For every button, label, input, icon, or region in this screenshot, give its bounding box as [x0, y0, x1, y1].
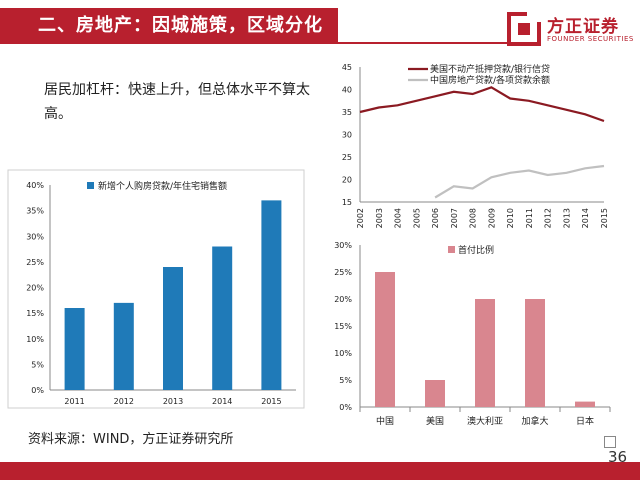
logo-text-en: FOUNDER SECURITIES — [547, 35, 634, 43]
header: 二、房地产：因城施策，区域分化 方正证券 FOUNDER SECURITIES — [0, 0, 640, 46]
y-tick-label: 20 — [342, 176, 352, 185]
bar — [64, 308, 85, 390]
y-tick-label: 5% — [339, 376, 352, 385]
bar — [261, 200, 282, 390]
company-logo: 方正证券 FOUNDER SECURITIES — [505, 10, 635, 50]
x-tick-label: 2015 — [600, 208, 609, 228]
y-tick-label: 20% — [334, 295, 352, 304]
x-tick-label: 日本 — [576, 415, 594, 427]
y-tick-label: 25 — [342, 153, 352, 162]
x-tick-label: 2006 — [431, 208, 440, 228]
bar — [525, 299, 545, 407]
page-title: 二、房地产：因城施策，区域分化 — [38, 15, 323, 36]
x-tick-label: 2005 — [412, 208, 421, 228]
y-tick-label: 45 — [342, 63, 352, 72]
logo-text-cn: 方正证券 — [547, 17, 619, 37]
chart-housing-loan-ratio: 0% 5% 10% 15% 20% 25% 30% 35% 40% 2011 2012 2013 201… — [7, 169, 305, 409]
bar — [163, 267, 183, 390]
logo-mark-icon — [507, 12, 541, 46]
x-tick-label: 2012 — [114, 397, 134, 406]
series-line — [434, 164, 605, 199]
legend-label: 首付比例 — [458, 244, 494, 256]
y-tick-label: 5% — [31, 360, 44, 369]
bar — [113, 302, 134, 390]
y-tick-label: 25% — [334, 268, 352, 277]
bar — [425, 380, 445, 407]
x-tick-label: 2012 — [544, 208, 553, 228]
y-tick-label: 35 — [342, 108, 352, 117]
y-tick-label: 15% — [26, 309, 44, 318]
title-underline — [338, 42, 508, 44]
bar — [375, 272, 395, 407]
x-tick-label: 2008 — [469, 208, 478, 228]
x-tick-label: 2003 — [375, 208, 384, 228]
x-tick-label: 2004 — [394, 208, 403, 228]
y-tick-label: 30% — [26, 232, 44, 241]
y-tick-label: 15 — [342, 198, 352, 207]
y-tick-label: 10% — [334, 349, 352, 358]
x-tick-label: 2014 — [581, 208, 590, 228]
share-icon[interactable] — [604, 436, 616, 448]
x-tick-label: 澳大利亚 — [467, 415, 503, 427]
source-note: 资料来源：WIND，方正证券研究所 — [28, 432, 234, 447]
bar — [475, 299, 495, 407]
y-tick-label: 30% — [334, 241, 352, 250]
legend-label: 美国不动产抵押贷款/银行信贷 — [430, 63, 550, 75]
chart-mortgage-share: 15 20 25 30 35 40 45 2002 2003 2004 2005 2006 2007 20… — [342, 63, 609, 228]
x-tick-label: 2013 — [163, 397, 183, 406]
x-tick-label: 2013 — [562, 208, 571, 228]
chart-frame — [7, 169, 305, 409]
y-tick-label: 20% — [26, 284, 44, 293]
series-line — [359, 86, 605, 123]
chart-down-payment: 0% 5% 10% 15% 20% 25% 30% 中国 美国 澳大利亚 加拿大 日本 首付比例 — [334, 241, 611, 427]
x-tick-label: 2010 — [506, 208, 515, 228]
y-tick-label: 10% — [26, 335, 44, 344]
x-tick-label: 加拿大 — [521, 415, 548, 427]
y-tick-label: 35% — [26, 207, 44, 216]
title-banner: 二、房地产：因城施策，区域分化 — [0, 8, 338, 44]
legend-label: 新增个人购房贷款/年住宅销售额 — [98, 180, 227, 192]
legend-swatch — [448, 246, 455, 253]
y-tick-label: 40% — [26, 181, 44, 190]
body-text: 居民加杠杆：快速上升，但总体水平不算太高。 — [44, 82, 310, 122]
bar — [212, 246, 233, 390]
x-tick-label: 2011 — [64, 397, 84, 406]
footer-bar — [0, 462, 640, 480]
legend-swatch — [87, 182, 94, 189]
x-tick-label: 2015 — [261, 397, 281, 406]
y-tick-label: 25% — [26, 258, 44, 267]
y-tick-label: 30 — [342, 131, 352, 140]
x-tick-label: 2007 — [450, 208, 459, 228]
x-tick-label: 2009 — [487, 208, 496, 228]
x-tick-label: 2011 — [525, 208, 534, 228]
legend-label: 中国房地产贷款/各项贷款余额 — [430, 74, 550, 86]
y-tick-label: 0% — [339, 403, 352, 412]
x-tick-label: 2002 — [356, 208, 365, 228]
y-tick-label: 40 — [342, 86, 352, 95]
page-number: 36 — [608, 448, 628, 466]
y-tick-label: 15% — [334, 322, 352, 331]
x-tick-label: 美国 — [426, 415, 444, 427]
bar — [575, 401, 595, 407]
x-tick-label: 2014 — [212, 397, 232, 406]
x-tick-label: 中国 — [376, 415, 394, 427]
y-tick-label: 0% — [31, 386, 44, 395]
